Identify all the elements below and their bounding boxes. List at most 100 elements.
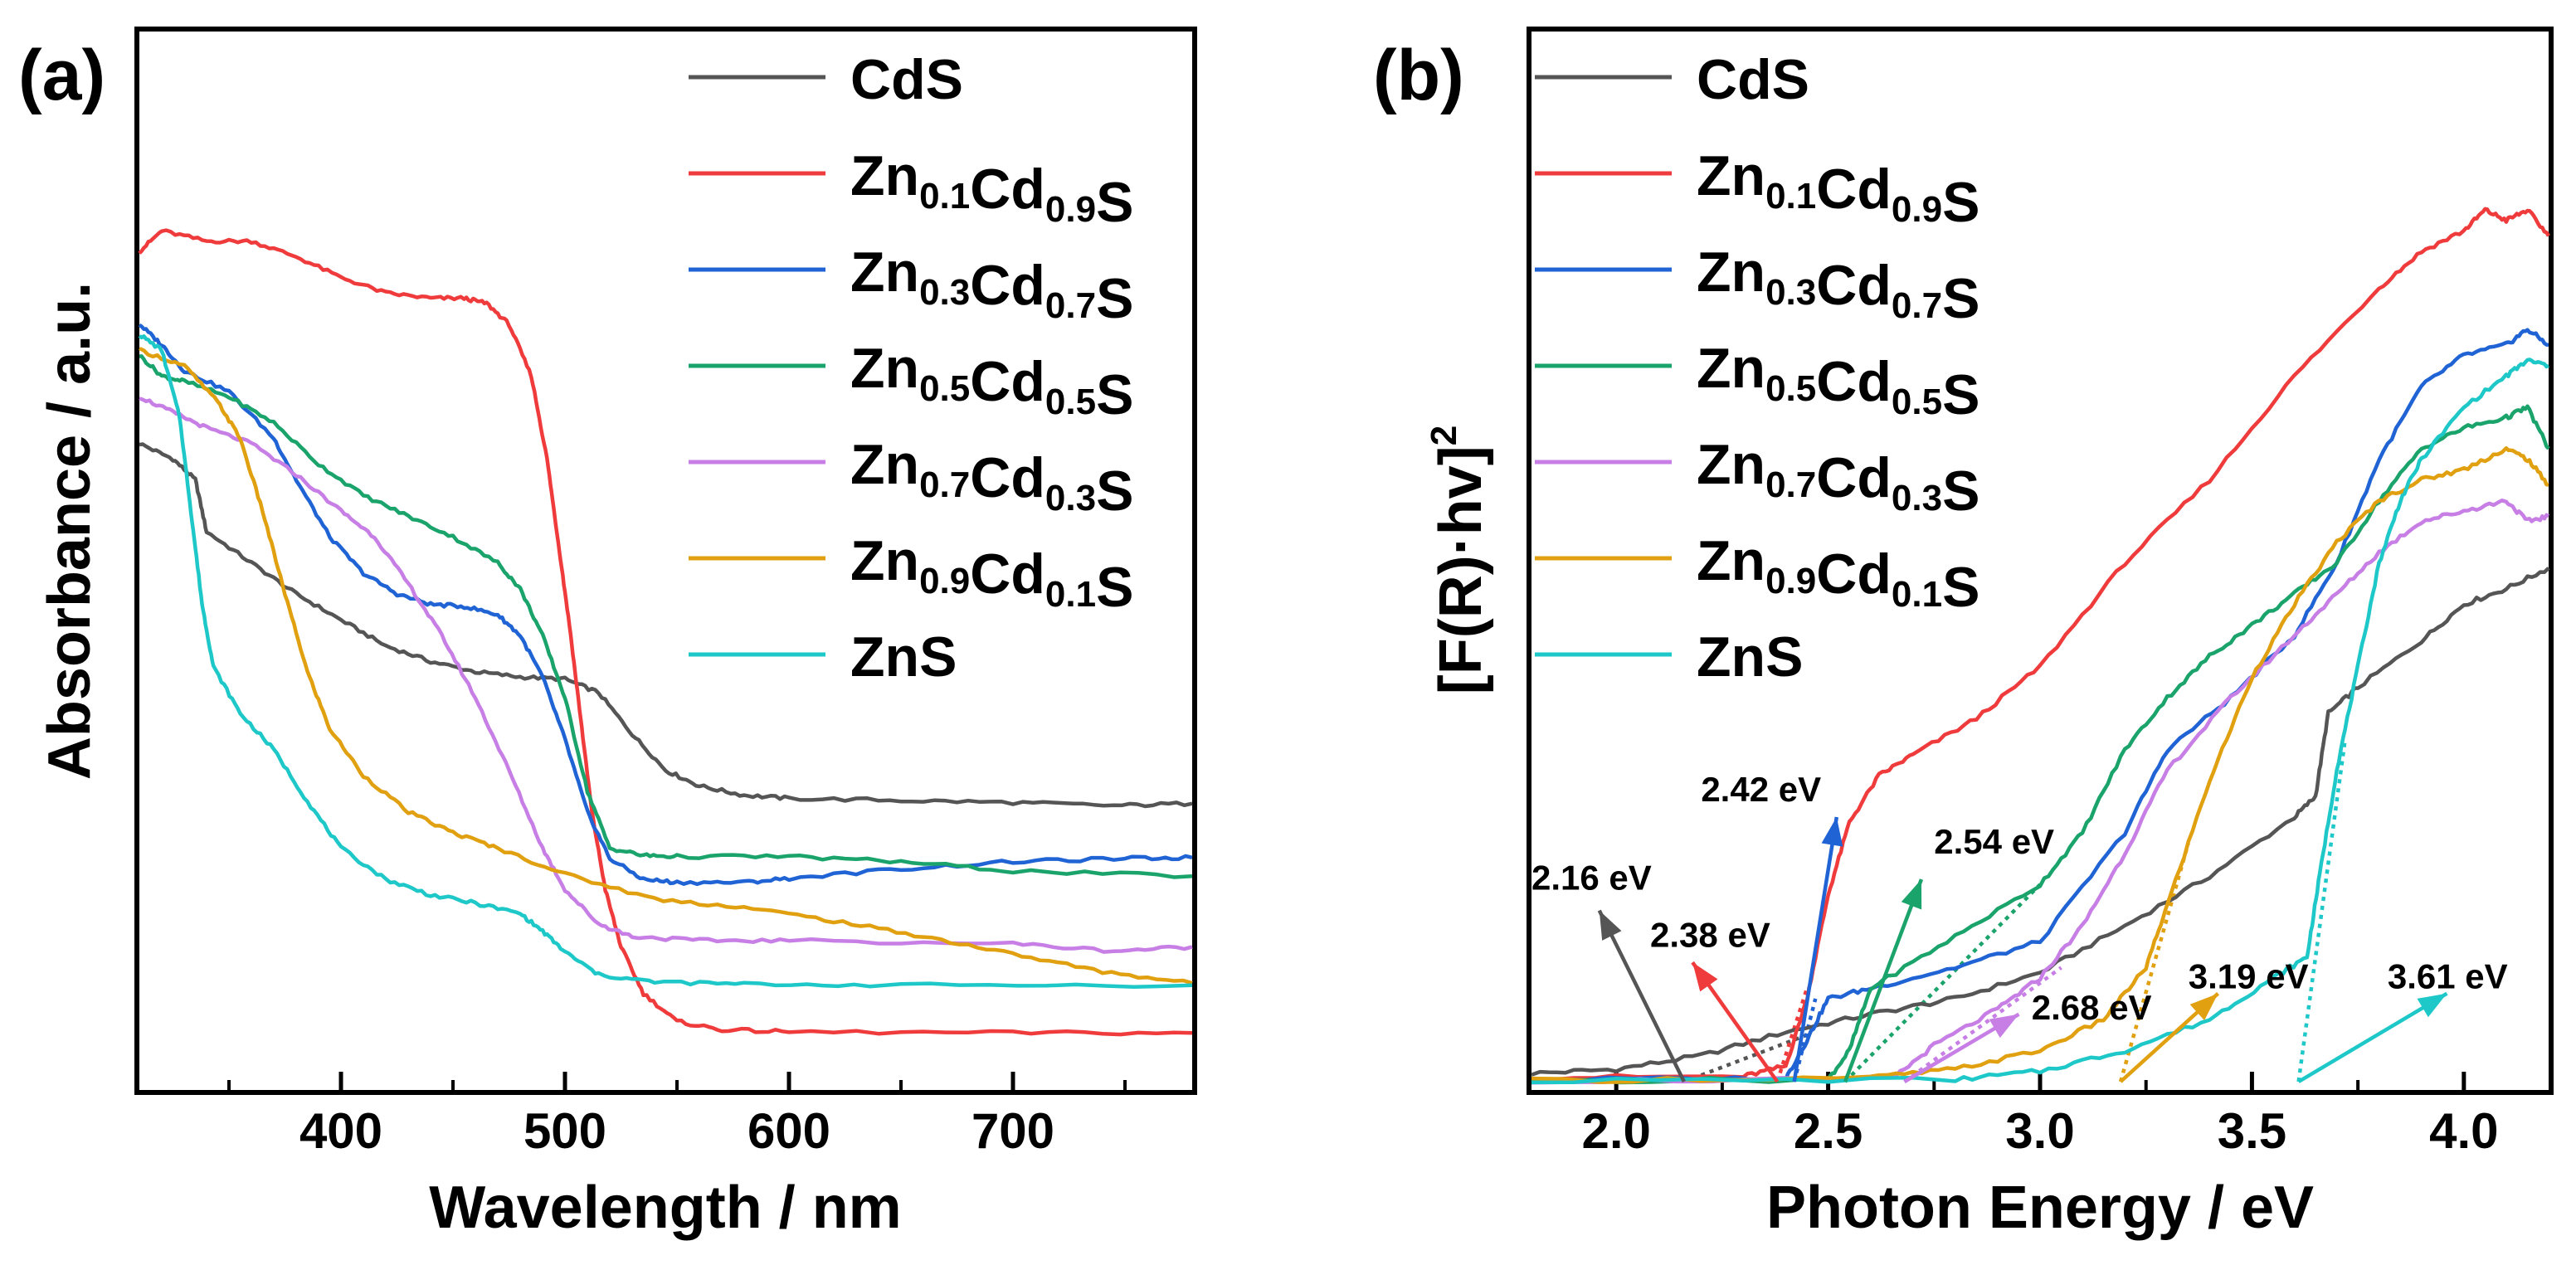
panel-b-series-line-4	[1531, 499, 2550, 1085]
panel-b-series-line-0	[1531, 567, 2550, 1077]
panel-a-x-tick-label-2: 600	[747, 1103, 830, 1159]
panel-a-legend-text-sub: 0.3	[919, 272, 970, 313]
panel-b-arrow-shaft-0	[1597, 909, 1686, 1083]
panel-b-legend-text-part: Cd	[1816, 542, 1892, 606]
panel-b-legend-label-4: Zn0.7Cd0.3S	[1697, 433, 1979, 523]
panel-a-legend-text-part: S	[1096, 267, 1133, 330]
panel-a-legend-text-sub: 0.1	[919, 176, 970, 217]
panel-a-series-line-3	[139, 354, 1193, 879]
panel-b-annotation-label-2: 2.42 eV	[1701, 770, 1821, 809]
panel-a-legend-text-part: Cd	[970, 254, 1045, 317]
panel-a-series-line-1	[138, 228, 1193, 1037]
panel-a-legend-text-sub: 0.9	[919, 561, 970, 601]
panel-a-legend-text-part: S	[1096, 363, 1133, 426]
panel-b-legend: CdSZn0.1Cd0.9SZn0.3Cd0.7SZn0.5Cd0.5SZn0.…	[1535, 48, 1979, 688]
panel-a-legend-text-part: S	[1096, 460, 1133, 523]
panel-b-x-tick-label-0: 2.0	[1581, 1103, 1650, 1159]
panel-b-frame	[1527, 27, 2554, 1095]
panel-b-legend-text-part: Cd	[1816, 446, 1892, 509]
panel-a-legend-text-part: ZnS	[850, 625, 957, 688]
panel-a-legend-text-part: Zn	[850, 337, 919, 400]
panel-b-series-group	[1531, 207, 2550, 1085]
panel-b-series-line-5	[1531, 445, 2549, 1084]
panel-a-legend-text-sub: 0.5	[1045, 382, 1096, 422]
panel-b-legend-label-1: Zn0.1Cd0.9S	[1697, 144, 1979, 234]
panel-a-x-ticks: 400 500 600 700	[227, 1072, 1127, 1159]
panel-a-legend: CdSZn0.1Cd0.9SZn0.3Cd0.7SZn0.5Cd0.5SZn0.…	[689, 48, 1133, 688]
panel-b-legend-text-sub: 0.5	[1765, 368, 1816, 409]
panel-a-legend-label-2: Zn0.3Cd0.7S	[850, 241, 1133, 330]
panel-b-annotation-label-4: 2.68 eV	[2032, 988, 2152, 1027]
panel-b-tangent-0	[1683, 1033, 1808, 1084]
panel-b-legend-text-part: Cd	[1816, 350, 1892, 413]
panel-b-legend-text-part: Zn	[1697, 529, 1765, 592]
panel-b-x-tick-label-2: 3.0	[2005, 1103, 2074, 1159]
panel-b-legend-text-part: S	[1942, 460, 1979, 523]
panel-b-legend-text-part: S	[1942, 267, 1979, 330]
panel-b-legend-label-3: Zn0.5Cd0.5S	[1697, 337, 1979, 426]
panel-a-legend-text-part: S	[1096, 556, 1133, 619]
panel-a-legend-text-part: Zn	[850, 433, 919, 496]
panel-b-tangent-1	[1775, 987, 1809, 1083]
panel-b-x-axis-title: Photon Energy / eV	[1766, 1175, 2314, 1241]
panel-b-legend-text-part: S	[1942, 363, 1979, 426]
panel-a-x-tick-label-1: 500	[523, 1103, 606, 1159]
panel-a-x-axis-title: Wavelength / nm	[429, 1175, 901, 1241]
panel-b-legend-text-part: S	[1942, 171, 1979, 234]
panel-b-x-ticks: 2.0 2.5 3.0 3.5 4.0	[1581, 1072, 2499, 1159]
panel-a-legend-label-6: ZnS	[850, 625, 957, 688]
panel-b-arrow-head-4	[1989, 1014, 2019, 1039]
panel-b-x-tick-label-4: 4.0	[2429, 1103, 2498, 1159]
panel-b-arrow-head-1	[1692, 962, 1718, 992]
panel-b-arrow-head-6	[2417, 993, 2447, 1018]
panel-a-legend-label-0: CdS	[850, 48, 963, 111]
panel-a-series-line-2	[138, 323, 1193, 887]
panel-a-y-axis-title: Absorbance / a.u.	[37, 282, 103, 780]
panel-b-x-tick-label-3: 3.5	[2218, 1103, 2286, 1159]
panel-b-legend-text-sub: 0.1	[1892, 574, 1942, 615]
panel-b-annotation-label-3: 2.54 eV	[1934, 822, 2054, 861]
panel-b-legend-text-sub: 0.9	[1765, 561, 1816, 601]
panel-a-legend-text-part: Zn	[850, 241, 919, 304]
panel-a-legend-text-sub: 0.5	[919, 368, 970, 409]
panel-b-legend-text-part: Zn	[1697, 241, 1765, 304]
panel-b-arrow-head-3	[1901, 879, 1922, 910]
panel-a-legend-text-part: CdS	[850, 48, 963, 111]
panel-b-legend-text-sub: 0.1	[1765, 176, 1816, 217]
panel-b-legend-text-sub: 0.7	[1765, 465, 1816, 505]
panel-b-legend-text-part: Zn	[1697, 433, 1765, 496]
panel-b-legend-text-part: Zn	[1697, 337, 1765, 400]
panel-b-tangent-3	[1843, 883, 2042, 1083]
panel-b-label: (b)	[1373, 36, 1464, 115]
panel-b-legend-text-part: S	[1942, 556, 1979, 619]
panel-b-tauc: (b) Photon Energy / eV [F(R)·hv]2 2.0 2.5…	[1373, 27, 2554, 1241]
panel-b-legend-text-sub: 0.3	[1892, 478, 1942, 518]
panel-b-arrow-shaft-2	[1792, 816, 1839, 1083]
panel-b-arrow-head-0	[1599, 910, 1622, 941]
panel-b-legend-text-sub: 0.5	[1892, 382, 1942, 422]
panel-b-legend-text-sub: 0.7	[1892, 285, 1942, 326]
panel-b-legend-label-6: ZnS	[1697, 625, 1803, 688]
panel-a-legend-text-part: S	[1096, 171, 1133, 234]
panel-a-x-tick-label-3: 700	[971, 1103, 1054, 1159]
panel-b-y-axis-title: [F(R)·hv]2	[1424, 426, 1494, 694]
panel-b-arrow-head-2	[1821, 816, 1843, 847]
panel-b-arrow-shaft-3	[1843, 878, 1924, 1083]
panel-b-tangent-lines	[1683, 738, 2348, 1084]
panel-b-annotation-label-0: 2.16 eV	[1531, 859, 1652, 898]
panel-b-legend-label-0: CdS	[1697, 48, 1809, 111]
panel-a-legend-text-sub: 0.1	[1045, 574, 1096, 615]
panel-b-legend-text-part: Cd	[1816, 254, 1892, 317]
panel-a-legend-text-part: Cd	[970, 158, 1045, 221]
panel-a-legend-text-part: Cd	[970, 446, 1045, 509]
panel-b-tangent-6	[2296, 738, 2348, 1083]
panel-a-legend-label-3: Zn0.5Cd0.5S	[850, 337, 1133, 426]
panel-a-legend-label-4: Zn0.7Cd0.3S	[850, 433, 1133, 523]
panel-b-annotation-label-5: 3.19 eV	[2189, 956, 2309, 995]
panel-b-arrow-shaft-6	[2297, 991, 2448, 1083]
panel-a-label: (a)	[18, 36, 105, 115]
panel-b-tangent-5	[2118, 842, 2190, 1083]
panel-b-legend-text-sub: 0.3	[1765, 272, 1816, 313]
panel-b-x-tick-label-1: 2.5	[1794, 1103, 1863, 1159]
